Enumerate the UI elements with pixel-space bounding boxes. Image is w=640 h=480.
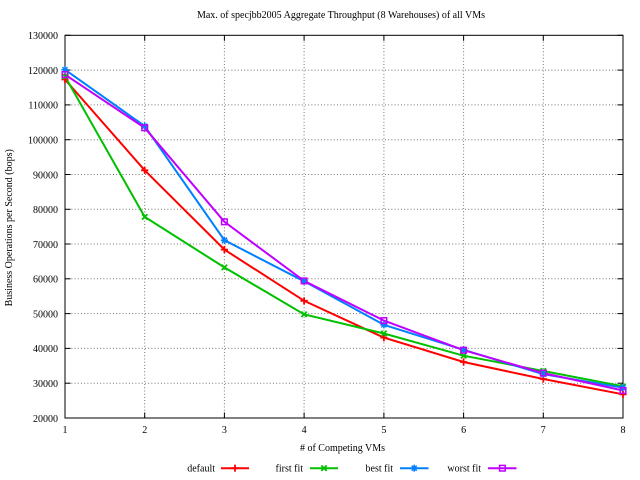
svg-text:1: 1 — [63, 425, 68, 436]
svg-text:80000: 80000 — [33, 205, 58, 216]
svg-text:3: 3 — [222, 425, 227, 436]
svg-text:100000: 100000 — [28, 136, 58, 147]
svg-text:8: 8 — [621, 425, 626, 436]
svg-text:default: default — [187, 463, 215, 474]
svg-text:worst fit: worst fit — [447, 463, 481, 474]
svg-text:first fit: first fit — [276, 463, 304, 474]
svg-text:20000: 20000 — [33, 414, 58, 425]
svg-text:best fit: best fit — [366, 463, 394, 474]
svg-text:30000: 30000 — [33, 379, 58, 390]
svg-text:110000: 110000 — [28, 101, 58, 112]
svg-text:70000: 70000 — [33, 240, 58, 251]
svg-text:Business Operations per Second: Business Operations per Second (bops) — [4, 149, 15, 306]
svg-text:60000: 60000 — [33, 275, 58, 286]
svg-text:4: 4 — [302, 425, 307, 436]
svg-text:Max. of specjbb2005 Aggregate: Max. of specjbb2005 Aggregate Throughput… — [197, 10, 485, 21]
svg-text:# of Competing VMs: # of Competing VMs — [300, 443, 385, 454]
svg-text:2: 2 — [142, 425, 147, 436]
svg-text:40000: 40000 — [33, 344, 58, 355]
svg-text:90000: 90000 — [33, 170, 58, 181]
svg-text:5: 5 — [381, 425, 386, 436]
svg-text:6: 6 — [461, 425, 466, 436]
svg-text:120000: 120000 — [28, 66, 58, 77]
svg-text:7: 7 — [541, 425, 546, 436]
svg-text:130000: 130000 — [28, 31, 58, 42]
svg-text:50000: 50000 — [33, 309, 58, 320]
